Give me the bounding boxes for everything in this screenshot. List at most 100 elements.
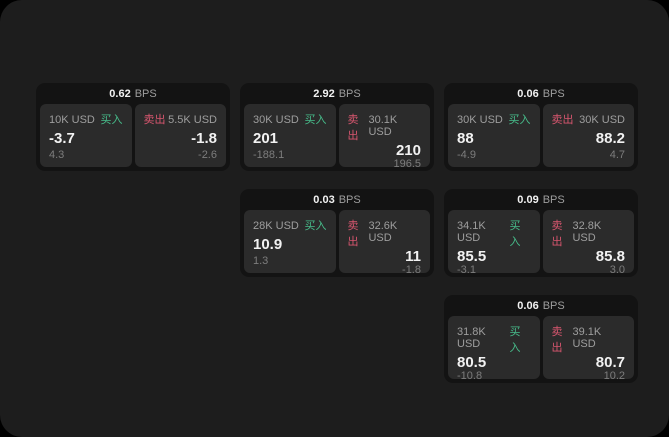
sell-delta: 3.0 — [609, 264, 625, 276]
buy-delta: -10.8 — [457, 370, 483, 382]
market-card: 0.62 BPS 10K USD 买入 -3.7 4.3 卖出 5.5K USD… — [36, 83, 230, 171]
bps-value: 2.92 — [313, 87, 335, 100]
card-body: 34.1K USD 买入 85.5 -3.1 卖出 32.8K USD 85.8… — [448, 210, 634, 276]
bps-unit-label: BPS — [542, 299, 565, 312]
sell-side-label: 卖出 — [551, 326, 563, 354]
bps-unit-label: BPS — [338, 193, 361, 206]
sell-side-label: 卖出 — [347, 220, 359, 248]
buy-side-label: 买入 — [509, 326, 521, 354]
sell-tile-header: 卖出 5.5K USD — [144, 111, 218, 127]
bps-value: 0.09 — [517, 193, 539, 206]
sell-delta: 4.7 — [609, 149, 625, 161]
buy-amount: 28K USD — [253, 220, 299, 232]
buy-tile-header: 30K USD 买入 — [457, 111, 531, 127]
buy-tile[interactable]: 34.1K USD 买入 85.5 -3.1 — [448, 210, 540, 276]
buy-amount: 34.1K USD — [457, 220, 486, 244]
sell-tile-header: 卖出 32.8K USD — [552, 217, 626, 249]
sell-price: 85.8 — [595, 248, 625, 265]
buy-amount: 30K USD — [253, 114, 299, 126]
buy-side-label: 买入 — [100, 114, 123, 126]
buy-side-label: 买入 — [509, 220, 521, 248]
sell-price: 11 — [405, 248, 421, 265]
buy-amount: 31.8K USD — [457, 326, 486, 350]
card-header: 2.92 BPS — [244, 83, 430, 104]
buy-tile[interactable]: 30K USD 买入 88 -4.9 — [448, 104, 540, 167]
sell-tile[interactable]: 卖出 30K USD 88.2 4.7 — [542, 104, 634, 167]
sell-side-label: 卖出 — [143, 114, 166, 126]
sell-tile-header: 卖出 32.6K USD — [348, 217, 422, 249]
market-card: 0.06 BPS 31.8K USD 买入 80.5 -10.8 卖出 39.1… — [444, 295, 638, 383]
buy-price: 201 — [253, 129, 279, 147]
buy-amount: 10K USD — [49, 114, 95, 126]
buy-price: 88 — [457, 129, 474, 147]
buy-delta: 1.3 — [253, 255, 269, 267]
sell-amount: 32.8K USD — [572, 220, 602, 244]
sell-amount: 32.6K USD — [368, 220, 398, 244]
bps-unit-label: BPS — [542, 193, 565, 206]
buy-tile-header: 34.1K USD 买入 — [457, 217, 531, 249]
sell-delta: -1.8 — [402, 264, 421, 276]
market-card: 0.09 BPS 34.1K USD 买入 85.5 -3.1 卖出 32.8K… — [444, 189, 638, 277]
buy-delta: -3.1 — [457, 264, 476, 276]
card-header: 0.62 BPS — [40, 83, 226, 104]
sell-tile[interactable]: 卖出 30.1K USD 210 196.5 — [338, 104, 430, 170]
card-header: 0.06 BPS — [448, 83, 634, 104]
sell-price: -1.8 — [191, 129, 217, 147]
buy-delta: -188.1 — [253, 149, 285, 161]
bps-value: 0.62 — [109, 87, 131, 100]
buy-tile-header: 31.8K USD 买入 — [457, 323, 531, 355]
sell-side-label: 卖出 — [551, 220, 563, 248]
buy-tile-header: 30K USD 买入 — [253, 111, 327, 127]
bps-unit-label: BPS — [542, 87, 565, 100]
buy-price: 80.5 — [457, 354, 487, 371]
buy-tile[interactable]: 30K USD 买入 201 -188.1 — [244, 104, 336, 167]
bps-value: 0.06 — [517, 87, 539, 100]
sell-tile[interactable]: 卖出 32.8K USD 85.8 3.0 — [542, 210, 634, 276]
sell-amount: 30.1K USD — [368, 114, 398, 138]
sell-delta: 196.5 — [393, 158, 421, 170]
buy-tile[interactable]: 10K USD 买入 -3.7 4.3 — [40, 104, 132, 167]
buy-price: -3.7 — [49, 129, 75, 147]
sell-tile[interactable]: 卖出 32.6K USD 11 -1.8 — [338, 210, 430, 276]
sell-price: 80.7 — [595, 354, 625, 371]
card-body: 28K USD 买入 10.9 1.3 卖出 32.6K USD 11 -1.8 — [244, 210, 430, 276]
sell-tile-header: 卖出 30.1K USD — [348, 111, 422, 143]
buy-price: 85.5 — [457, 248, 487, 265]
sell-amount: 30K USD — [579, 114, 625, 126]
buy-tile-header: 28K USD 买入 — [253, 217, 327, 233]
sell-side-label: 卖出 — [551, 114, 574, 126]
market-card: 0.03 BPS 28K USD 买入 10.9 1.3 卖出 32.6K US… — [240, 189, 434, 277]
card-header: 0.06 BPS — [448, 295, 634, 316]
buy-price: 10.9 — [253, 235, 283, 253]
sell-tile-header: 卖出 39.1K USD — [552, 323, 626, 355]
buy-tile[interactable]: 31.8K USD 买入 80.5 -10.8 — [448, 316, 540, 382]
card-header: 0.03 BPS — [244, 189, 430, 210]
card-body: 31.8K USD 买入 80.5 -10.8 卖出 39.1K USD 80.… — [448, 316, 634, 382]
buy-side-label: 买入 — [304, 220, 327, 232]
buy-amount: 30K USD — [457, 114, 503, 126]
buy-delta: -4.9 — [457, 149, 476, 161]
sell-price: 210 — [395, 142, 421, 159]
market-card: 2.92 BPS 30K USD 买入 201 -188.1 卖出 30.1K … — [240, 83, 434, 171]
sell-tile[interactable]: 卖出 5.5K USD -1.8 -2.6 — [134, 104, 226, 167]
card-header: 0.09 BPS — [448, 189, 634, 210]
buy-side-label: 买入 — [508, 114, 531, 126]
bps-unit-label: BPS — [134, 87, 157, 100]
bps-unit-label: BPS — [338, 87, 361, 100]
buy-tile-header: 10K USD 买入 — [49, 111, 123, 127]
bps-value: 0.03 — [313, 193, 335, 206]
sell-delta: -2.6 — [198, 149, 217, 161]
sell-tile[interactable]: 卖出 39.1K USD 80.7 10.2 — [542, 316, 634, 382]
cards-grid: 0.62 BPS 10K USD 买入 -3.7 4.3 卖出 5.5K USD… — [36, 83, 638, 383]
buy-side-label: 买入 — [304, 114, 327, 126]
buy-tile[interactable]: 28K USD 买入 10.9 1.3 — [244, 210, 336, 273]
bps-value: 0.06 — [517, 299, 539, 312]
sell-delta: 10.2 — [603, 370, 625, 382]
market-card: 0.06 BPS 30K USD 买入 88 -4.9 卖出 30K USD 8… — [444, 83, 638, 171]
sell-side-label: 卖出 — [347, 114, 359, 142]
card-body: 30K USD 买入 201 -188.1 卖出 30.1K USD 210 1… — [244, 104, 430, 170]
sell-amount: 39.1K USD — [572, 326, 602, 350]
buy-delta: 4.3 — [49, 149, 65, 161]
sell-price: 88.2 — [595, 129, 625, 147]
